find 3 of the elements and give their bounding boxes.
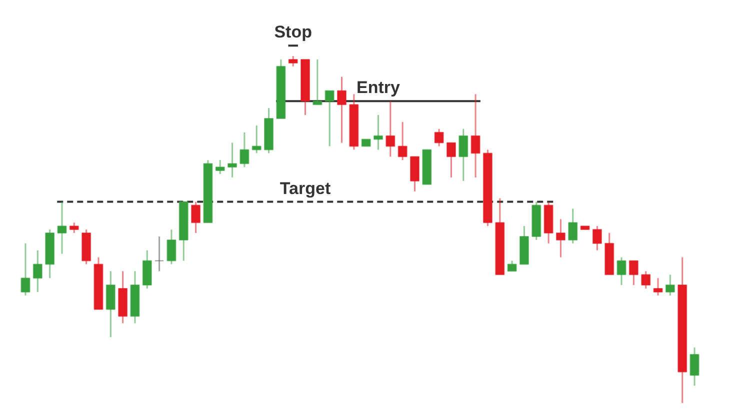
ref-line-label: Stop	[274, 22, 312, 42]
ref-line-label: Target	[280, 178, 331, 198]
ref-line-label: Entry	[356, 78, 401, 98]
